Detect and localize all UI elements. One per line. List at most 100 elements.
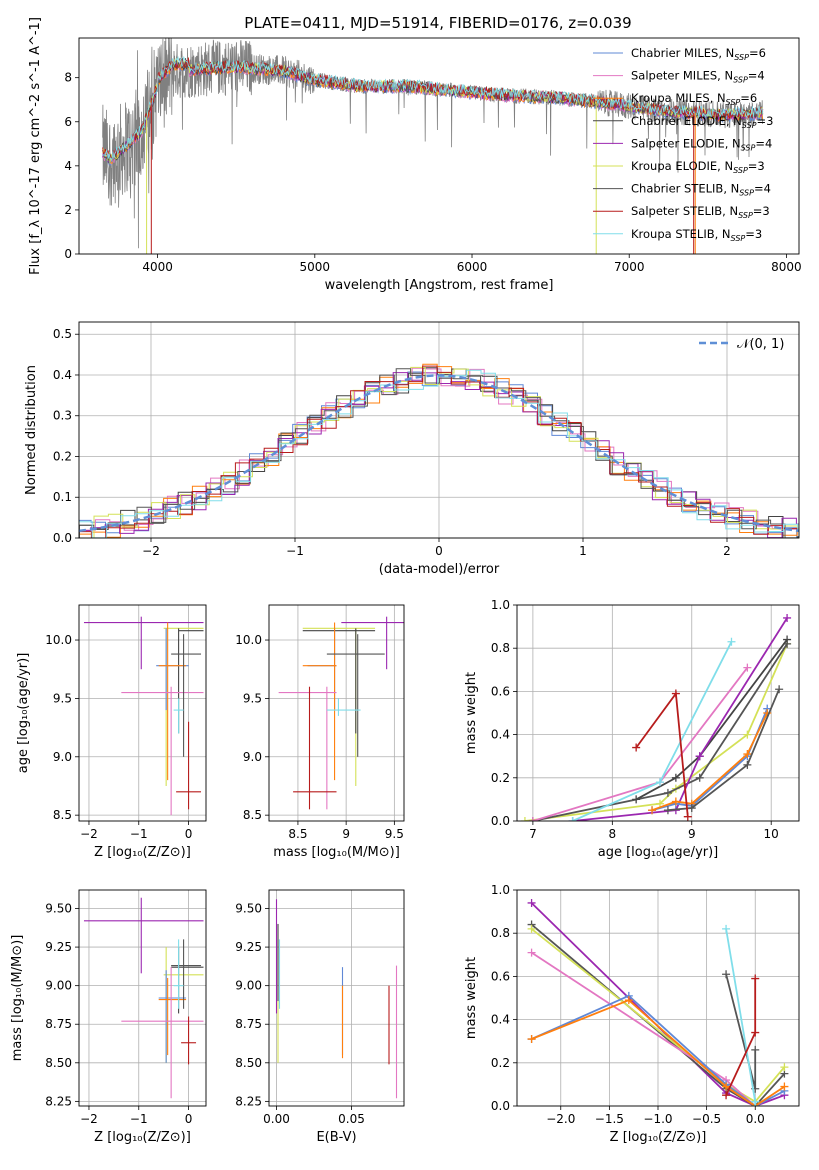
y-tick-label: 9.0 bbox=[243, 750, 262, 764]
x-tick-label: 9.5 bbox=[385, 827, 404, 841]
x-tick-label: 10 bbox=[764, 827, 779, 841]
y-axis-label: mass [log₁₀(M/M⊙)] bbox=[10, 935, 25, 1062]
series-marker bbox=[527, 898, 536, 907]
y-tick-label: 4 bbox=[64, 159, 72, 173]
panel-age_vs_mass: 8.5 9 9.5 8.5 9.0 9.5 10.0 mass [log₁₀(M/M⊙)] bbox=[235, 604, 405, 860]
axes-frame bbox=[78, 604, 207, 822]
axes-frame bbox=[268, 604, 405, 822]
series-marker bbox=[527, 1035, 536, 1044]
series-marker bbox=[743, 760, 752, 769]
y-tick-label: 9.0 bbox=[53, 750, 72, 764]
panel-spectrum: 4000 5000 6000 7000 8000 0 2 4 6 8 wavelength [Ang… bbox=[28, 17, 802, 293]
y-tick-label: 0.6 bbox=[491, 684, 510, 698]
plot-area bbox=[83, 897, 204, 1099]
series-marker bbox=[663, 806, 672, 815]
series-marker bbox=[695, 752, 704, 761]
y-tick-label: 0.0 bbox=[491, 814, 510, 828]
series-line bbox=[667, 688, 780, 812]
x-axis-label: mass [log₁₀(M/M⊙)] bbox=[273, 845, 400, 860]
axes-frame bbox=[78, 37, 800, 255]
x-tick-label: −1.5 bbox=[595, 1112, 624, 1126]
y-axis-label: Flux [f_λ 10^-17 erg cm^-2 s^-1 A^-1] bbox=[28, 17, 43, 275]
histogram-kroupa_stelib bbox=[79, 369, 799, 538]
y-axis-label: mass weight bbox=[464, 672, 479, 754]
x-tick-label: −1.0 bbox=[643, 1112, 672, 1126]
series-marker bbox=[632, 743, 641, 752]
x-tick-label: 0 bbox=[185, 827, 193, 841]
series-marker bbox=[722, 1082, 731, 1091]
x-tick-label: −1 bbox=[286, 544, 304, 558]
y-axis-label: Normed distribution bbox=[24, 365, 39, 495]
y-tick-label: 0.8 bbox=[491, 641, 510, 655]
x-tick-label: 0.0 bbox=[746, 1112, 765, 1126]
y-tick-label: 2 bbox=[64, 203, 72, 217]
series-marker bbox=[624, 996, 633, 1005]
legend-entry: Kroupa MILES, NSSP=6 bbox=[631, 91, 757, 107]
series-marker bbox=[751, 1028, 760, 1037]
histogram-kroupa_miles bbox=[79, 363, 799, 538]
series-marker bbox=[671, 797, 680, 806]
y-tick-label: 9.50 bbox=[235, 902, 262, 916]
normal-curve bbox=[79, 374, 799, 533]
series-marker bbox=[520, 817, 529, 821]
x-tick-label: −2.0 bbox=[546, 1112, 575, 1126]
y-axis-label: mass weight bbox=[464, 957, 479, 1039]
x-tick-label: 8.5 bbox=[288, 827, 307, 841]
y-tick-label: 0.4 bbox=[491, 728, 510, 742]
y-tick-label: 9.25 bbox=[45, 940, 72, 954]
x-tick-label: 7 bbox=[529, 827, 537, 841]
x-tick-label: 9 bbox=[342, 827, 350, 841]
x-tick-label: 2 bbox=[723, 544, 731, 558]
y-tick-label: 10.0 bbox=[45, 633, 72, 647]
axes-frame bbox=[268, 889, 405, 1107]
model-kroupa_stelib-line bbox=[102, 55, 764, 162]
x-tick-label: −2 bbox=[142, 544, 160, 558]
x-tick-label: 0 bbox=[185, 1112, 193, 1126]
series-line bbox=[635, 639, 788, 801]
y-tick-label: 6 bbox=[64, 115, 72, 129]
y-tick-label: 0 bbox=[64, 247, 72, 261]
series-marker bbox=[527, 948, 536, 957]
legend-entry: Kroupa ELODIE, NSSP=3 bbox=[631, 159, 765, 175]
panel-age_vs_Z: −2 −1 0 8.5 9.0 9.5 10.0 Z [log₁₀(Z/Z⊙)] age [lo… bbox=[16, 604, 207, 860]
series-line bbox=[572, 617, 788, 821]
legend-entry: 𝒩(0, 1) bbox=[737, 337, 784, 352]
x-tick-label: 6000 bbox=[457, 260, 488, 274]
y-tick-label: 9.50 bbox=[45, 902, 72, 916]
y-tick-label: 0.3 bbox=[53, 409, 72, 423]
legend-entry: Kroupa STELIB, NSSP=3 bbox=[631, 227, 762, 243]
histogram-salpeter_stelib bbox=[79, 365, 799, 538]
y-tick-label: 0.4 bbox=[53, 368, 72, 382]
panel-massweight_vs_age: 7 8 9 10 0.0 0.2 0.4 0.6 0.8 1.0 age [log₁₀(age/yr… bbox=[464, 598, 800, 860]
plot-area bbox=[278, 616, 404, 810]
y-tick-label: 0.8 bbox=[491, 926, 510, 940]
series-line bbox=[572, 641, 733, 821]
histogram-salpeter_elodie bbox=[79, 372, 799, 538]
series-marker bbox=[743, 663, 752, 672]
series-marker bbox=[527, 924, 536, 933]
y-tick-label: 8.75 bbox=[45, 1017, 72, 1031]
series-marker bbox=[568, 817, 577, 821]
figure-title: PLATE=0411, MJD=51914, FIBERID=0176, z=0… bbox=[244, 14, 631, 32]
x-tick-label: −2 bbox=[80, 827, 98, 841]
y-tick-label: 1.0 bbox=[491, 598, 510, 612]
legend-entry: Salpeter ELODIE, NSSP=4 bbox=[631, 136, 772, 152]
y-tick-label: 8.50 bbox=[45, 1056, 72, 1070]
y-tick-label: 0.6 bbox=[491, 969, 510, 983]
x-tick-label: 9 bbox=[688, 827, 696, 841]
y-tick-label: 9.5 bbox=[243, 691, 262, 705]
histogram-chabrier_elodie bbox=[79, 367, 799, 538]
series-marker bbox=[695, 773, 704, 782]
y-tick-label: 0.1 bbox=[53, 490, 72, 504]
axes-frame bbox=[516, 889, 800, 1107]
series-marker bbox=[655, 778, 664, 787]
x-tick-label: 7000 bbox=[614, 260, 645, 274]
x-tick-label: 4000 bbox=[142, 260, 173, 274]
series-marker bbox=[775, 685, 784, 694]
x-tick-label: −1 bbox=[130, 1112, 148, 1126]
y-tick-label: 0.5 bbox=[53, 327, 72, 341]
y-tick-label: 0.2 bbox=[53, 449, 72, 463]
plot-area bbox=[275, 899, 398, 1099]
y-tick-label: 0.2 bbox=[491, 1056, 510, 1070]
series-marker bbox=[743, 750, 752, 759]
